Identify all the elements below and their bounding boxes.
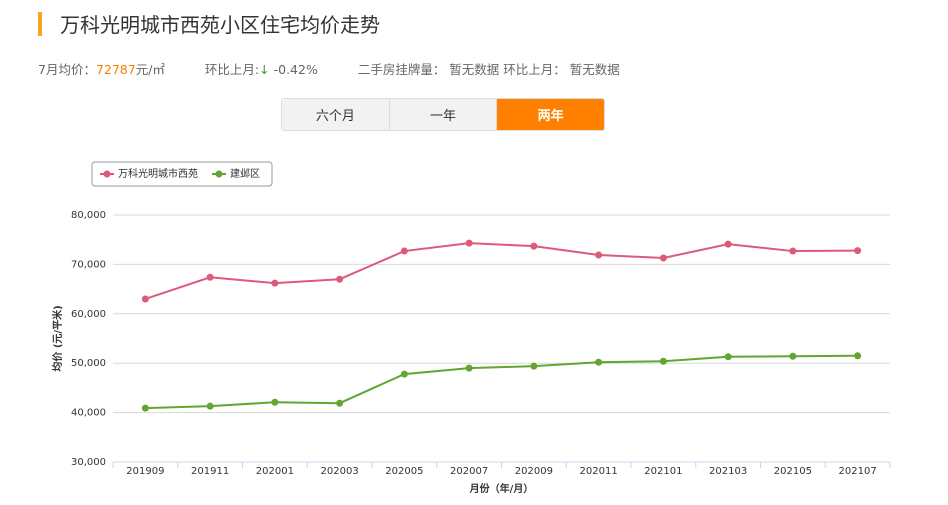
data-point bbox=[789, 352, 797, 360]
x-axis-label: 月份（年/月） bbox=[469, 482, 534, 495]
data-point bbox=[789, 247, 797, 255]
data-point bbox=[724, 353, 732, 361]
stat-value: -0.42% bbox=[273, 62, 318, 77]
stat-label: 7月均价： bbox=[38, 62, 96, 77]
x-tick-label: 202107 bbox=[839, 466, 877, 477]
data-point bbox=[595, 358, 603, 366]
tab[interactable]: 六个月 bbox=[282, 99, 390, 130]
y-tick-label: 40,000 bbox=[71, 408, 106, 419]
y-tick-label: 60,000 bbox=[71, 309, 106, 320]
y-tick-label: 30,000 bbox=[71, 457, 106, 468]
x-tick-label: 202105 bbox=[774, 466, 812, 477]
x-tick-label: 201911 bbox=[191, 466, 229, 477]
stats: 7月均价：72787元/㎡ 环比上月:↓ -0.42% 二手房挂牌量： 暂无数据… bbox=[38, 59, 620, 78]
data-point bbox=[530, 362, 538, 370]
data-point bbox=[336, 275, 344, 283]
series-line bbox=[145, 354, 858, 410]
data-point bbox=[724, 240, 732, 248]
stat-price: 72787 bbox=[95, 62, 136, 77]
legend-label: 万科光明城市西苑 bbox=[118, 167, 198, 180]
title-accent bbox=[38, 12, 42, 36]
legend-box bbox=[91, 161, 273, 187]
x-tick-label: 202001 bbox=[256, 466, 294, 477]
data-point bbox=[271, 279, 279, 287]
legend: 万科光明城市西苑 建邺区 bbox=[91, 161, 273, 187]
y-tick-label: 50,000 bbox=[71, 358, 106, 369]
data-point bbox=[659, 254, 667, 262]
data-point bbox=[271, 398, 279, 406]
x-tick-label: 202003 bbox=[321, 466, 359, 477]
data-point bbox=[530, 242, 538, 250]
data-point bbox=[336, 399, 344, 407]
x-tick-label: 202007 bbox=[450, 466, 488, 477]
y-tick-label: 70,000 bbox=[71, 259, 106, 270]
legend-label: 建邺区 bbox=[230, 167, 260, 180]
data-point bbox=[465, 364, 473, 372]
stat-listing: 二手房挂牌量： 暂无数据 环比上月： 暂无数据 bbox=[357, 62, 620, 77]
y-tick-label: 80,000 bbox=[71, 210, 106, 221]
data-point bbox=[854, 352, 862, 360]
data-point bbox=[659, 357, 667, 365]
x-tick-label: 202005 bbox=[385, 466, 423, 477]
data-point bbox=[595, 251, 603, 259]
tab[interactable]: 两年 bbox=[497, 99, 604, 130]
data-point bbox=[854, 247, 862, 255]
series-line bbox=[145, 242, 858, 300]
data-point bbox=[400, 247, 408, 255]
stat-unit: 元/㎡ bbox=[135, 62, 165, 77]
data-point bbox=[206, 402, 214, 410]
x-tick-label: 202101 bbox=[644, 466, 682, 477]
data-point bbox=[141, 404, 149, 412]
x-tick-label: 202103 bbox=[709, 466, 747, 477]
stat-arrow: ↓ bbox=[259, 62, 270, 77]
x-tick-label: 202009 bbox=[515, 466, 553, 477]
tabs: 六个月 一年 两年 bbox=[281, 98, 605, 131]
legend-marker bbox=[103, 170, 111, 178]
page-title: 万科光明城市西苑小区住宅均价走势 bbox=[60, 13, 380, 37]
tab[interactable]: 一年 bbox=[389, 99, 498, 130]
x-tick-label: 201909 bbox=[126, 466, 164, 477]
data-point bbox=[141, 295, 149, 303]
data-point bbox=[465, 239, 473, 247]
data-point bbox=[206, 273, 214, 281]
data-point bbox=[400, 370, 408, 378]
stat-label: 环比上月: bbox=[204, 62, 260, 77]
x-tick-label: 202011 bbox=[580, 466, 618, 477]
legend-marker bbox=[215, 170, 223, 178]
y-axis-label: 均价 (元/平米) bbox=[51, 305, 64, 371]
